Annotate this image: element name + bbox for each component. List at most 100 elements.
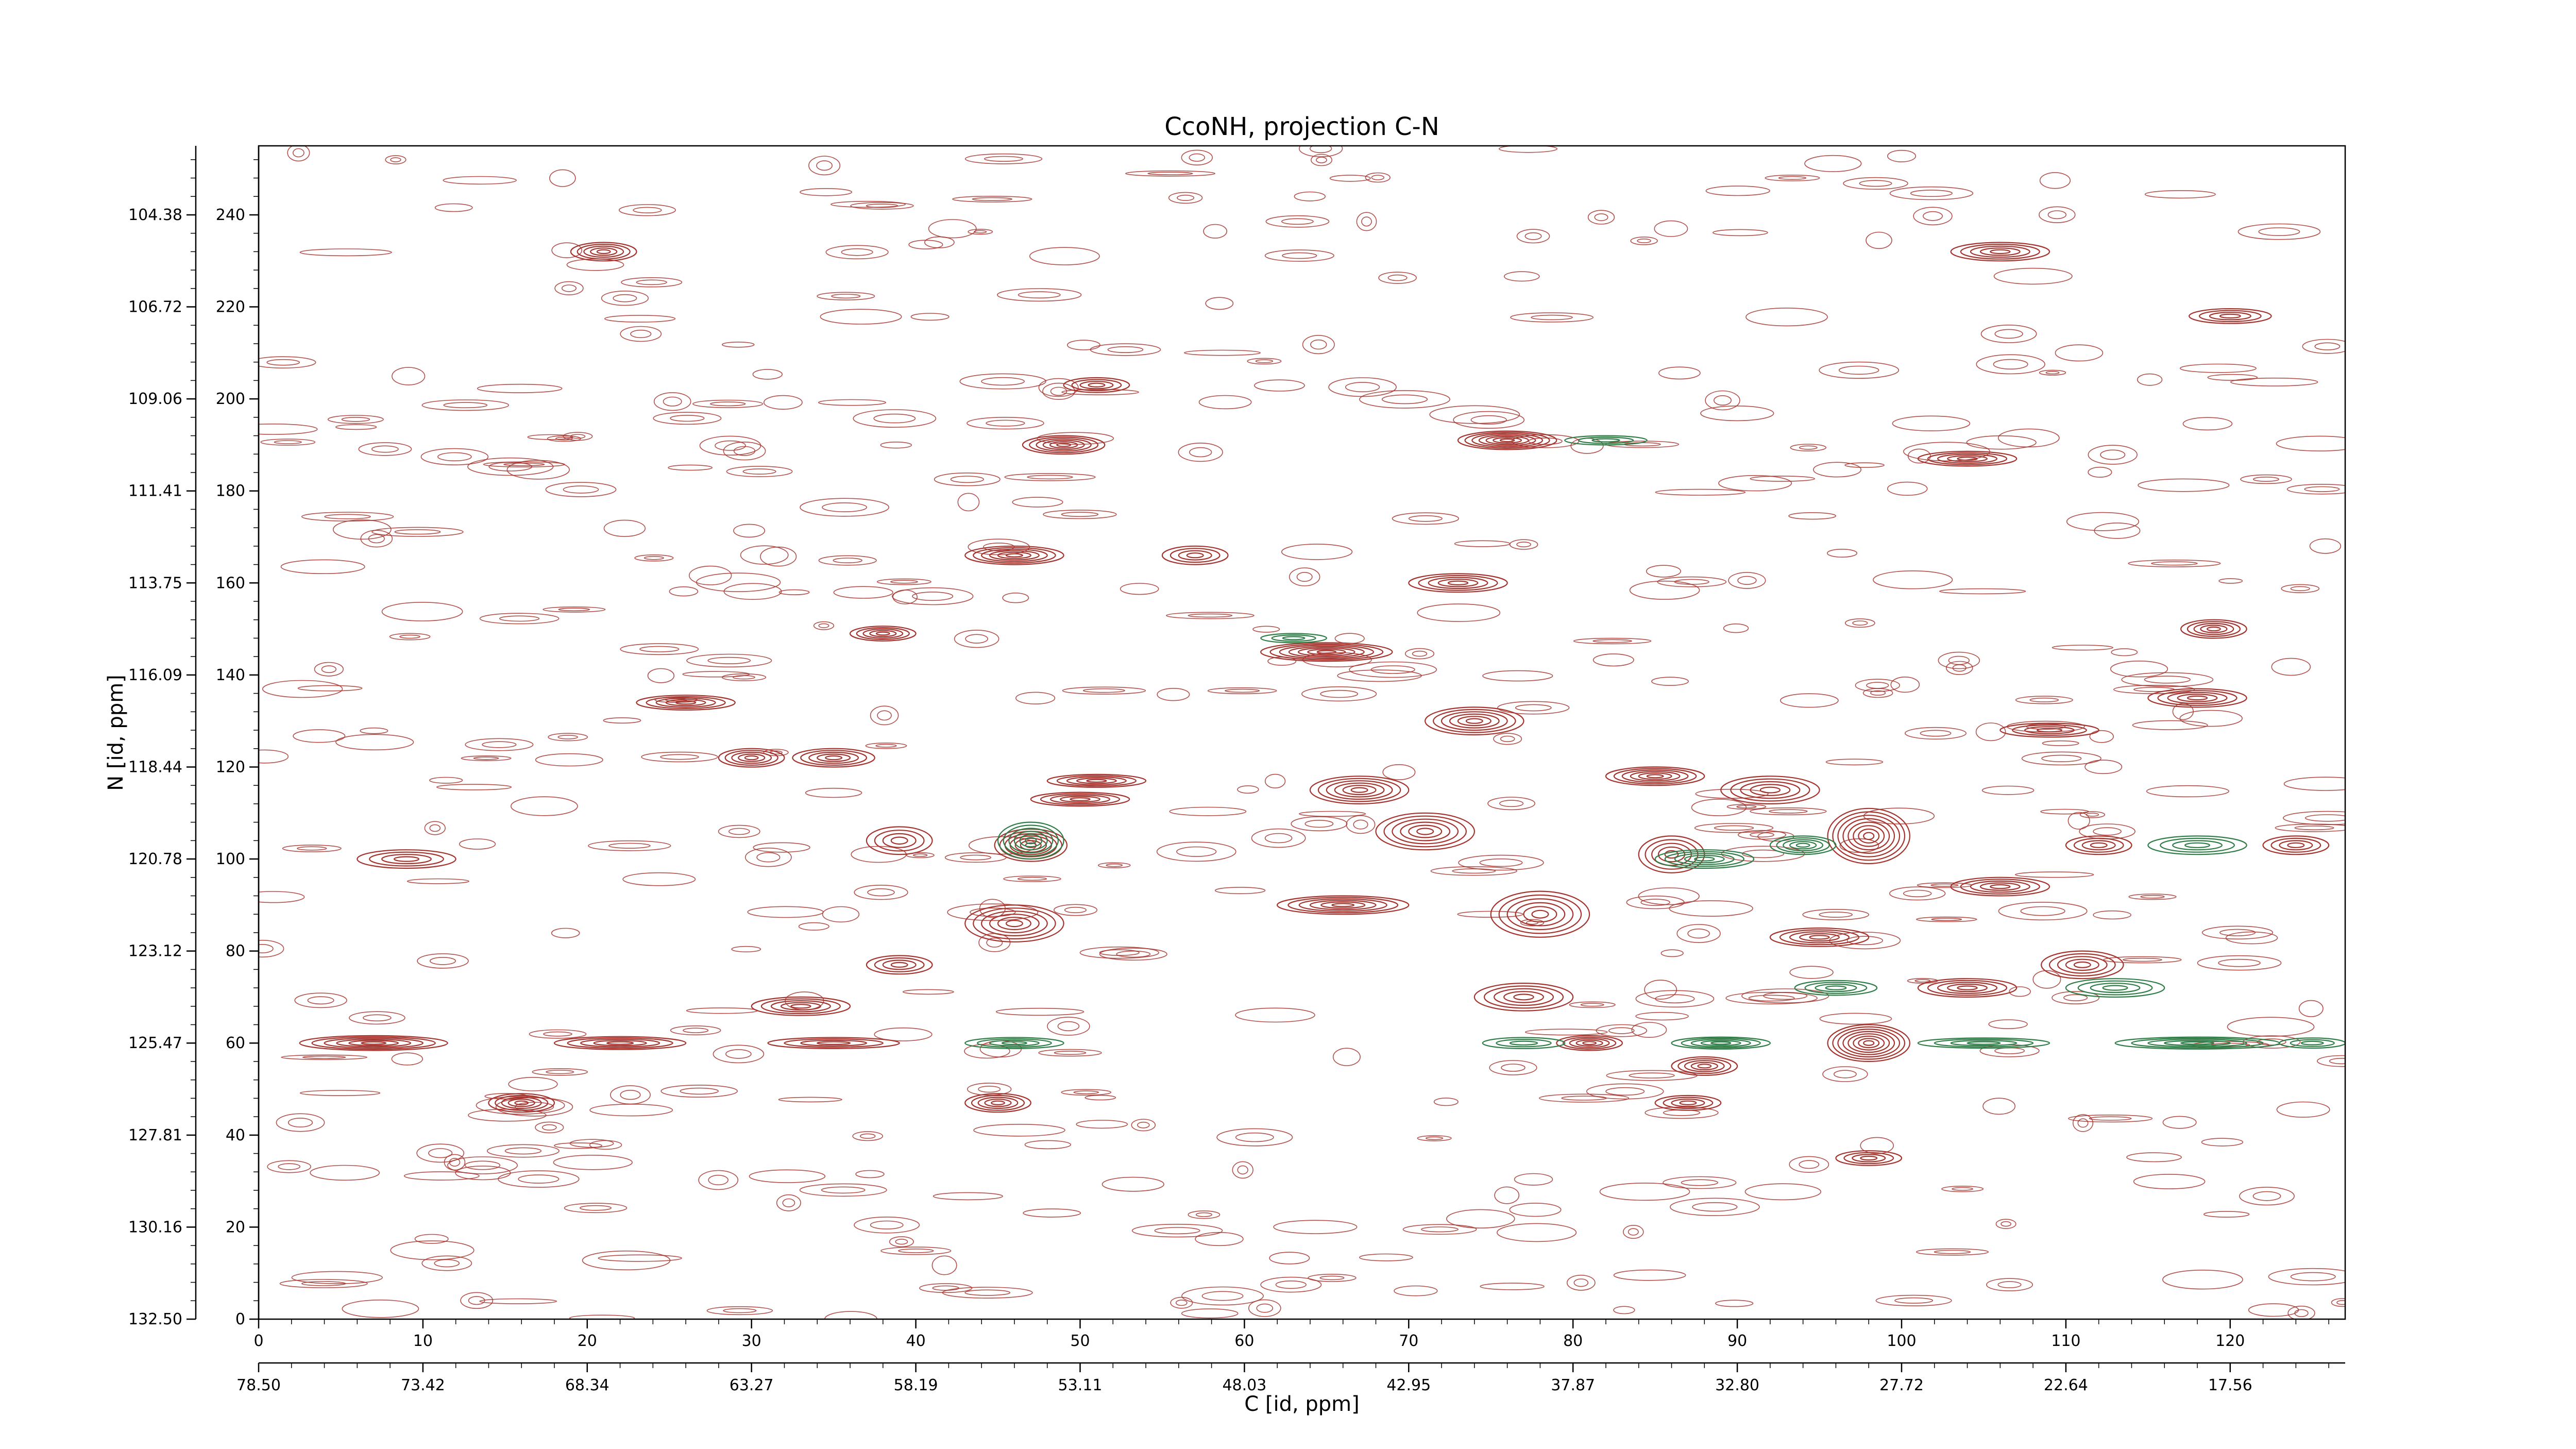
positive-contour: [655, 697, 716, 708]
positive-contour: [1483, 985, 1564, 1009]
noise-contour: [680, 1087, 719, 1095]
positive-contour: [731, 751, 772, 764]
noise-contour: [434, 203, 473, 212]
positive-contour: [1613, 768, 1697, 785]
noise-contour: [715, 440, 746, 451]
noise-contour: [1890, 676, 1920, 693]
noise-contour: [2045, 370, 2060, 375]
noise-contour: [1923, 211, 1943, 221]
noise-contour: [1658, 366, 1701, 380]
positive-contour: [1515, 902, 1566, 926]
positive-peak: [1408, 573, 1508, 593]
noise-contour: [1635, 990, 1715, 1008]
noise-contour: [392, 367, 426, 385]
noise-contour: [1282, 252, 1317, 259]
noise-contour: [620, 326, 662, 342]
positive-peak: [1950, 242, 2050, 262]
noise-contour: [1349, 661, 1437, 678]
x-tick-label: 60: [1234, 1332, 1254, 1350]
noise-contour: [1939, 588, 2026, 595]
negative-contour: [1804, 982, 1868, 994]
noise-contour: [1018, 291, 1061, 299]
positive-peak: [1671, 1056, 1738, 1076]
positive-contour: [1863, 832, 1875, 840]
noise-contour: [853, 409, 937, 428]
positive-contour: [1979, 247, 2021, 256]
y-tick-label: 60: [226, 1034, 245, 1052]
noise-contour: [1181, 1308, 1239, 1319]
noise-contour: [476, 1096, 565, 1115]
noise-contour: [603, 519, 646, 537]
noise-contour: [299, 1090, 381, 1096]
noise-contour: [2138, 478, 2230, 492]
noise-contour: [816, 160, 833, 171]
noise-contour: [1586, 1083, 1664, 1100]
noise-contour: [1371, 175, 1385, 180]
noise-contour: [902, 989, 954, 995]
noise-contour: [1433, 1098, 1459, 1106]
x-ppm-tick-label: 68.34: [565, 1376, 609, 1394]
noise-contour: [529, 1029, 587, 1039]
positive-peak: [792, 748, 875, 768]
noise-contour: [1329, 175, 1371, 182]
x-ppm-tick-label: 63.27: [730, 1376, 774, 1394]
positive-contour: [1425, 706, 1524, 736]
positive-contour: [2188, 308, 2272, 324]
noise-contour: [2015, 696, 2073, 704]
positive-contour: [2180, 619, 2247, 639]
positive-contour: [866, 826, 933, 855]
x-ppm-tick-label: 58.19: [894, 1376, 938, 1394]
noise-contour: [391, 1052, 423, 1066]
noise-contour: [259, 891, 305, 903]
y-ppm-tick-label: 118.44: [128, 758, 182, 776]
positive-contour: [1086, 779, 1107, 783]
noise-contour: [854, 884, 908, 900]
y-tick-label: 240: [216, 206, 245, 224]
x-tick-label: 10: [413, 1332, 433, 1350]
noise-contour: [1370, 665, 1415, 674]
noise-contour: [276, 1113, 325, 1132]
noise-contour: [1189, 153, 1206, 162]
noise-contour: [1361, 216, 1372, 227]
positive-peak: [1276, 895, 1410, 915]
noise-contour: [821, 1186, 866, 1194]
noise-contour: [1860, 1137, 1894, 1154]
noise-contour: [399, 634, 421, 639]
noise-contour: [2144, 676, 2191, 684]
noise-contour: [1778, 176, 1807, 180]
negative-contour: [2290, 1039, 2335, 1047]
positive-contour: [1440, 711, 1508, 731]
noise-contour: [919, 1283, 973, 1293]
positive-contour: [1827, 1024, 1910, 1063]
noise-contour: [1296, 572, 1313, 582]
positive-contour: [808, 751, 859, 764]
negative-contour: [1815, 983, 1857, 992]
noise-contour: [1480, 1283, 1545, 1290]
noise-contour: [981, 377, 1025, 386]
positive-contour: [1066, 776, 1127, 785]
positive-peak: [1063, 377, 1130, 393]
noise-contour: [1889, 186, 1974, 200]
positive-contour: [1950, 242, 2050, 262]
noise-contour: [2162, 1270, 2243, 1290]
noise-contour: [2201, 1138, 2244, 1147]
noise-contour: [1744, 1183, 1822, 1201]
noise-contour: [2336, 1300, 2345, 1305]
noise-contour: [1156, 841, 1236, 862]
noise-contour: [817, 292, 875, 300]
y-ppm-tick-label: 125.47: [128, 1034, 182, 1052]
noise-contour: [1626, 895, 1685, 909]
positive-contour: [1088, 382, 1106, 388]
noise-contour: [1663, 1176, 1737, 1189]
positive-contour: [1490, 890, 1590, 938]
noise-contour: [1265, 215, 1330, 228]
noise-contour: [1894, 1297, 1934, 1304]
noise-contour: [1790, 444, 1827, 451]
noise-contour: [406, 878, 470, 884]
noise-contour: [1177, 194, 1195, 201]
noise-contour: [1613, 1269, 1686, 1281]
noise-contour: [1599, 1183, 1690, 1201]
noise-contour: [580, 1205, 612, 1211]
negative-contour: [2147, 1039, 2247, 1048]
noise-contour: [495, 1097, 573, 1117]
